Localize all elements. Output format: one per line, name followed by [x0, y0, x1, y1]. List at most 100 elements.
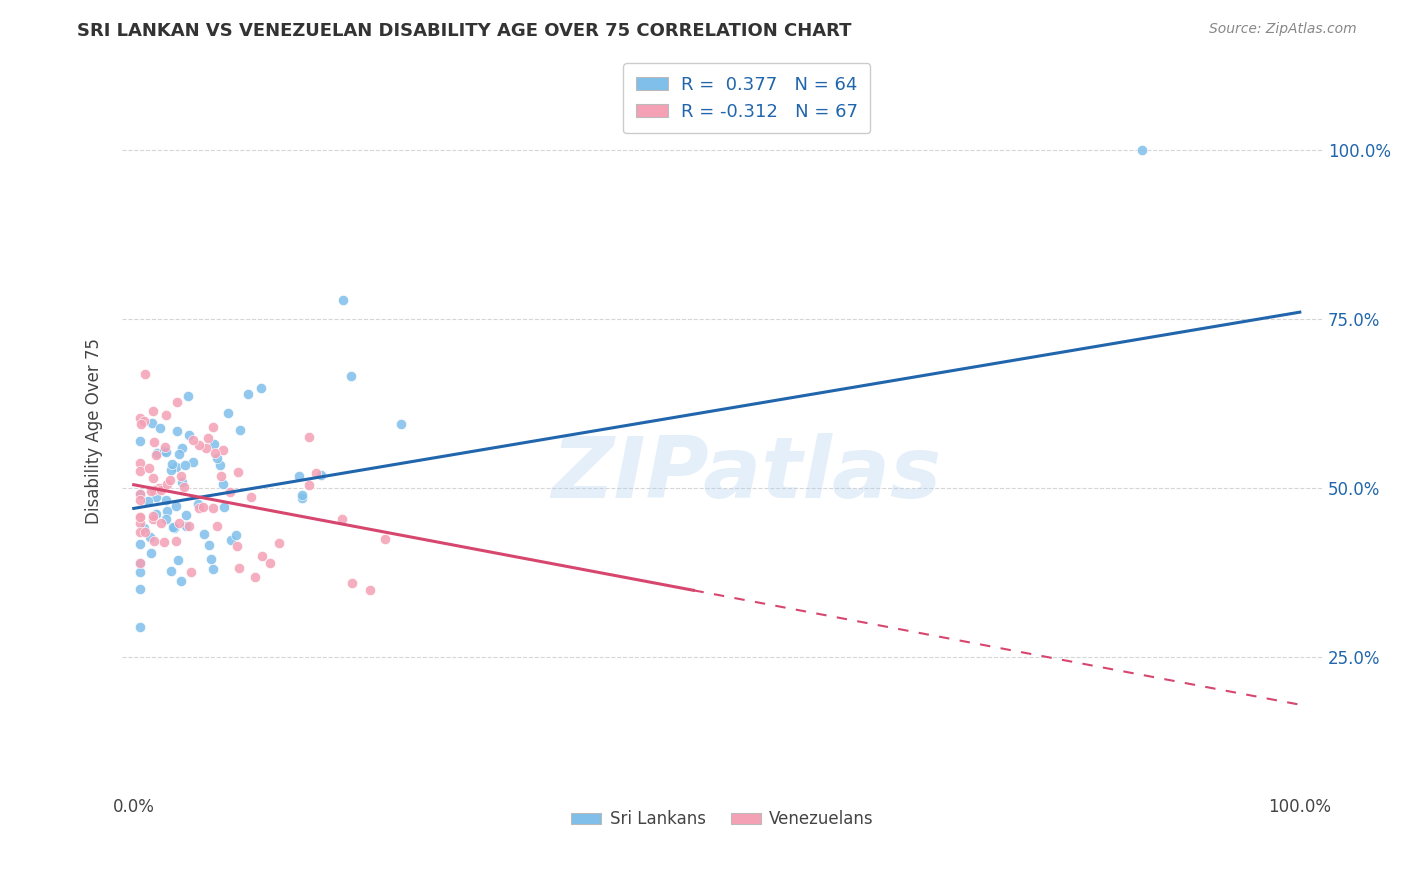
Point — [132, 414, 155, 428]
Point — [197, 431, 219, 445]
Point — [298, 478, 321, 492]
Point — [150, 516, 173, 531]
Point — [169, 516, 191, 531]
Point — [156, 476, 179, 491]
Point — [152, 535, 174, 549]
Point — [167, 447, 190, 461]
Point — [359, 582, 381, 597]
Point — [209, 468, 232, 483]
Point — [204, 446, 226, 460]
Point — [202, 500, 225, 515]
Point — [166, 425, 188, 439]
Point — [174, 508, 197, 522]
Point — [340, 368, 363, 383]
Point — [200, 552, 222, 566]
Point — [309, 467, 332, 482]
Point — [166, 394, 188, 409]
Point — [132, 521, 155, 535]
Point — [148, 481, 170, 495]
Point — [187, 437, 209, 451]
Point — [129, 582, 152, 597]
Point — [288, 469, 311, 483]
Point — [170, 468, 193, 483]
Point — [159, 473, 181, 487]
Point — [340, 576, 363, 591]
Point — [143, 483, 166, 497]
Point — [134, 367, 156, 381]
Point — [239, 491, 262, 505]
Point — [187, 497, 209, 511]
Point — [181, 455, 204, 469]
Point — [128, 487, 150, 501]
Point — [145, 449, 167, 463]
Point — [250, 381, 273, 395]
Point — [374, 532, 396, 546]
Point — [128, 556, 150, 570]
Point — [129, 417, 152, 432]
Point — [209, 458, 232, 472]
Point — [143, 534, 166, 549]
Point — [217, 406, 239, 420]
Point — [145, 490, 167, 504]
Point — [225, 528, 247, 542]
Point — [128, 456, 150, 470]
Point — [128, 410, 150, 425]
Point — [197, 538, 219, 552]
Point — [218, 485, 240, 500]
Text: SRI LANKAN VS VENEZUELAN DISABILITY AGE OVER 75 CORRELATION CHART: SRI LANKAN VS VENEZUELAN DISABILITY AGE … — [77, 22, 852, 40]
Text: Source: ZipAtlas.com: Source: ZipAtlas.com — [1209, 22, 1357, 37]
Point — [219, 533, 242, 547]
Point — [134, 524, 156, 539]
Point — [193, 500, 215, 514]
Point — [177, 389, 200, 403]
Point — [305, 466, 328, 480]
Point — [142, 435, 165, 450]
Point — [180, 566, 202, 580]
Point — [128, 537, 150, 551]
Point — [139, 546, 162, 560]
Point — [389, 417, 412, 432]
Point — [212, 442, 235, 457]
Point — [172, 475, 194, 489]
Point — [153, 440, 176, 454]
Point — [1132, 143, 1154, 157]
Point — [205, 518, 228, 533]
Point — [173, 480, 195, 494]
Point — [212, 500, 235, 515]
Point — [149, 483, 172, 497]
Point — [142, 404, 165, 418]
Point — [290, 488, 312, 502]
Point — [139, 483, 162, 498]
Point — [291, 491, 314, 505]
Y-axis label: Disability Age Over 75: Disability Age Over 75 — [86, 337, 103, 524]
Point — [236, 386, 259, 401]
Point — [166, 553, 188, 567]
Point — [128, 620, 150, 634]
Point — [165, 499, 187, 513]
Point — [245, 569, 267, 583]
Point — [146, 446, 169, 460]
Point — [136, 494, 159, 508]
Point — [179, 518, 201, 533]
Point — [128, 509, 150, 524]
Point — [174, 458, 197, 472]
Point — [156, 504, 179, 518]
Point — [205, 450, 228, 465]
Point — [141, 416, 163, 430]
Point — [202, 420, 225, 434]
Point — [128, 464, 150, 478]
Point — [202, 562, 225, 576]
Point — [211, 477, 233, 491]
Point — [170, 574, 193, 588]
Point — [226, 465, 249, 479]
Point — [259, 556, 281, 570]
Point — [194, 441, 217, 455]
Point — [165, 534, 187, 549]
Point — [330, 512, 353, 526]
Point — [193, 526, 215, 541]
Point — [128, 510, 150, 524]
Point — [128, 565, 150, 579]
Point — [202, 437, 225, 451]
Text: ZIPatlas: ZIPatlas — [551, 433, 942, 516]
Point — [142, 471, 165, 485]
